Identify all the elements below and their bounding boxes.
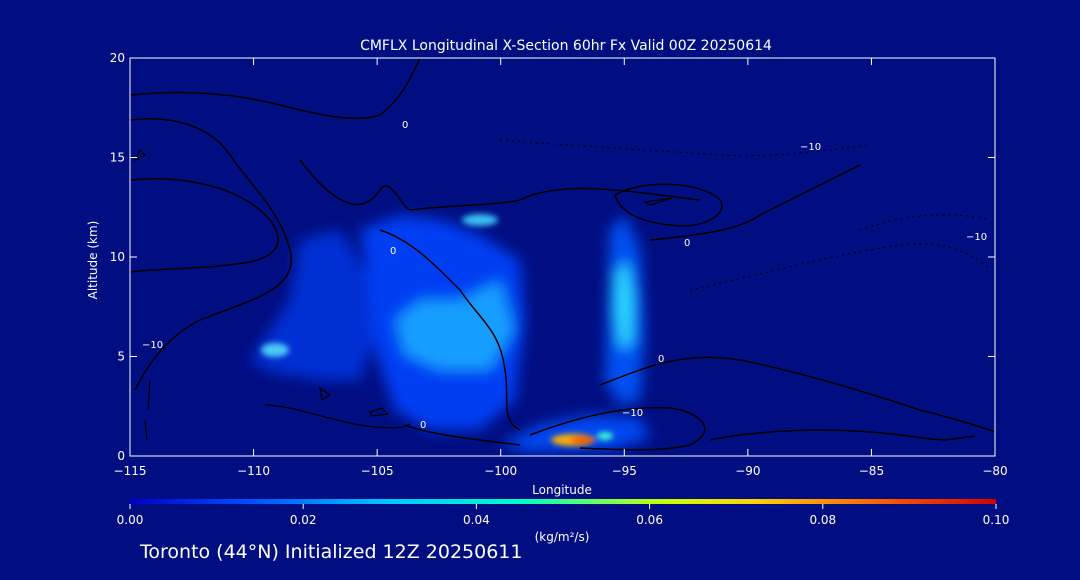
colorbar-tick-label: 0.02 <box>290 513 317 527</box>
colorbar-tick-label: 0.08 <box>809 513 836 527</box>
x-tick-label: −80 <box>982 464 1007 478</box>
contour-line <box>319 386 390 417</box>
contour-line <box>264 404 411 429</box>
contour-label: −10 <box>142 340 163 351</box>
colorbar-tick-label: 0.00 <box>117 513 144 527</box>
contour-label: 0 <box>658 354 664 365</box>
contour-line <box>709 429 976 441</box>
contour-line <box>130 178 279 273</box>
colorbar-tick-label: 0.04 <box>463 513 490 527</box>
contour-line <box>599 356 995 433</box>
x-tick-label: −110 <box>237 464 270 478</box>
contour-label: 0 <box>402 120 408 131</box>
colorbar-unit-label: (kg/m²/s) <box>535 530 590 544</box>
contour-line <box>404 424 521 446</box>
contour-labels: 0 −10 0 0 −10 −10 0 0 −10 <box>142 120 987 431</box>
flux-field <box>250 214 650 452</box>
contour-label: 0 <box>684 238 690 249</box>
flux-core-cyan <box>597 432 613 440</box>
colorbar-tick-label: 0.10 <box>983 513 1010 527</box>
contour-line <box>859 214 991 231</box>
contour-line <box>144 379 151 441</box>
x-tick-label: −115 <box>114 464 147 478</box>
contour-line <box>643 197 673 206</box>
x-tick-label: −90 <box>735 464 760 478</box>
y-tick-label: 10 <box>110 250 125 264</box>
contour-line <box>689 243 991 291</box>
contour-line <box>133 148 147 162</box>
flux-region-column-core <box>614 262 634 348</box>
flux-region-west <box>250 230 380 380</box>
x-tick-label: −100 <box>484 464 517 478</box>
contour-line <box>299 159 701 211</box>
contour-label: −10 <box>966 232 987 243</box>
y-axis: 0 5 10 15 20 <box>110 51 995 463</box>
y-tick-label: 20 <box>110 51 125 65</box>
contour-line <box>649 164 861 241</box>
contour-line <box>614 183 723 227</box>
x-tick-label: −85 <box>859 464 884 478</box>
colorbar-tick-label: 0.06 <box>636 513 663 527</box>
footer-caption: Toronto (44°N) Initialized 12Z 20250611 <box>140 541 523 563</box>
x-tick-label: −105 <box>361 464 394 478</box>
flux-region-central-core <box>395 280 515 370</box>
plot-frame <box>129 57 996 457</box>
x-axis-label: Longitude <box>532 483 592 497</box>
contour-line <box>379 229 521 431</box>
colorbar <box>130 499 996 504</box>
y-tick-label: 5 <box>117 350 125 364</box>
y-axis-label: Altitude (km) <box>86 221 100 300</box>
flux-top-west <box>462 214 498 226</box>
y-tick-label: 0 <box>117 449 125 463</box>
contour-label: 0 <box>420 420 426 431</box>
contour-label: 0 <box>390 246 396 257</box>
contour-line <box>529 406 706 451</box>
y-tick-label: 15 <box>110 151 125 165</box>
contour-lines <box>130 58 995 451</box>
flux-top-tip <box>261 343 289 357</box>
x-tick-label: −95 <box>612 464 637 478</box>
contour-label: −10 <box>800 142 821 153</box>
contour-label: −10 <box>622 408 643 419</box>
x-axis: −115 −110 −105 −100 −95 −90 −85 −80 <box>114 58 1008 478</box>
contour-line <box>130 58 421 120</box>
colorbar-ticks: 0.00 0.02 0.04 0.06 0.08 0.10 <box>117 504 1010 527</box>
chart-title: CMFLX Longitudinal X-Section 60hr Fx Val… <box>360 38 772 54</box>
contour-line <box>130 118 293 391</box>
flux-core-peak <box>570 437 594 443</box>
flux-region-surface <box>500 415 650 452</box>
